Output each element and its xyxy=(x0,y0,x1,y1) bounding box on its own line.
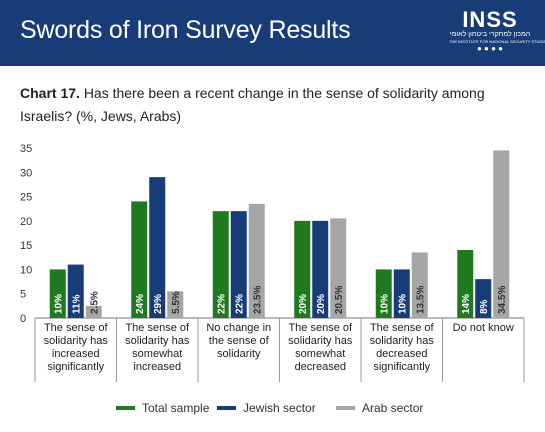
chart-legend: Total sample Jewish sector Arab sector xyxy=(0,401,545,419)
legend-label: Jewish sector xyxy=(243,401,316,415)
bar-value-label: 29% xyxy=(153,294,164,314)
bar xyxy=(131,201,148,318)
bar-value-label: 5.5% xyxy=(171,291,182,314)
bar-value-label: 10% xyxy=(379,294,390,314)
category-label: solidarity has xyxy=(125,335,190,347)
category-label: The sense of xyxy=(370,322,435,334)
bar xyxy=(312,220,329,318)
logo-wordmark: INSS xyxy=(462,7,518,32)
page-title: Swords of Iron Survey Results xyxy=(20,16,351,44)
bar-value-label: 23.5% xyxy=(252,286,263,314)
category-label: solidarity has xyxy=(370,335,435,347)
chart-heading: Chart 17. Has there been a recent change… xyxy=(20,82,535,128)
y-tick-label: 10 xyxy=(20,264,32,276)
bar-value-label: 10% xyxy=(397,294,408,314)
category-label: solidarity has xyxy=(288,335,353,347)
bar xyxy=(49,269,66,318)
bar-value-label: 24% xyxy=(135,294,146,314)
category-label: The sense of xyxy=(44,322,109,334)
bar xyxy=(475,279,492,318)
category-label: significantly xyxy=(47,361,104,373)
chart-number: Chart 17. xyxy=(20,85,80,101)
legend-item: Total sample xyxy=(116,401,209,415)
legend-label: Total sample xyxy=(142,401,210,415)
category-label: increased xyxy=(133,361,181,373)
category-label: Do not know xyxy=(453,322,514,334)
bar xyxy=(411,252,428,318)
bar xyxy=(85,305,102,318)
legend-swatch xyxy=(116,406,135,410)
bar-value-label: 20.5% xyxy=(334,286,345,314)
bar xyxy=(67,264,84,318)
legend-swatch xyxy=(336,406,355,410)
category-label: decreased xyxy=(295,361,346,373)
category-label: solidarity xyxy=(217,348,261,360)
bar-value-label: 8% xyxy=(479,299,490,314)
bar xyxy=(375,269,392,318)
category-label: solidarity has xyxy=(44,335,109,347)
category-label: The sense of xyxy=(288,322,353,334)
bar xyxy=(330,218,347,318)
bar xyxy=(149,177,166,318)
y-tick-label: 30 xyxy=(20,167,32,179)
bar-value-label: 2.5% xyxy=(89,291,100,314)
bar xyxy=(393,269,410,318)
social-icons: ● ● ● ● xyxy=(477,44,503,53)
bar-value-label: 20% xyxy=(316,294,327,314)
y-tick-label: 15 xyxy=(20,240,32,252)
bar xyxy=(167,291,184,318)
bar xyxy=(212,211,229,318)
bar xyxy=(294,220,311,318)
category-label: somewhat xyxy=(295,348,345,360)
legend-item: Arab sector xyxy=(336,401,423,415)
bar xyxy=(457,250,474,318)
y-tick-label: 25 xyxy=(20,192,32,204)
chart-question: Has there been a recent change in the se… xyxy=(20,85,485,124)
bar-value-label: 22% xyxy=(234,294,245,314)
inss-logo: INSS המכון למחקרי ביטחון לאומי THE INSTI… xyxy=(449,7,545,57)
legend-item: Jewish sector xyxy=(217,401,316,415)
bar-value-label: 13.5% xyxy=(415,286,426,314)
category-label: increased xyxy=(52,348,100,360)
logo-hebrew-subtitle: המכון למחקרי ביטחון לאומי xyxy=(449,31,531,38)
legend-swatch xyxy=(217,406,236,410)
bar xyxy=(230,211,247,318)
bar xyxy=(493,150,510,318)
y-tick-label: 35 xyxy=(20,143,32,155)
bar xyxy=(248,203,265,318)
category-label: significantly xyxy=(373,361,430,373)
category-label: somewhat xyxy=(132,348,182,360)
y-tick-label: 0 xyxy=(20,313,26,325)
category-label: the sense of xyxy=(209,335,270,347)
category-label: No change in xyxy=(206,322,271,334)
bar-value-label: 14% xyxy=(461,294,472,314)
category-label: decreased xyxy=(376,348,427,360)
category-label: The sense of xyxy=(125,322,190,334)
bar-value-label: 20% xyxy=(298,294,309,314)
header-banner: Swords of Iron Survey Results INSS המכון… xyxy=(0,0,545,66)
bar-value-label: 11% xyxy=(71,294,82,314)
legend-label: Arab sector xyxy=(362,401,424,415)
y-tick-label: 5 xyxy=(20,289,26,301)
bar-value-label: 10% xyxy=(53,294,64,314)
bar-value-label: 34.5% xyxy=(497,286,508,314)
bar-value-label: 22% xyxy=(216,294,227,314)
logo-english-subtitle: THE INSTITUTE FOR NATIONAL SECURITY STUD… xyxy=(449,39,545,44)
y-tick-label: 20 xyxy=(20,216,32,228)
